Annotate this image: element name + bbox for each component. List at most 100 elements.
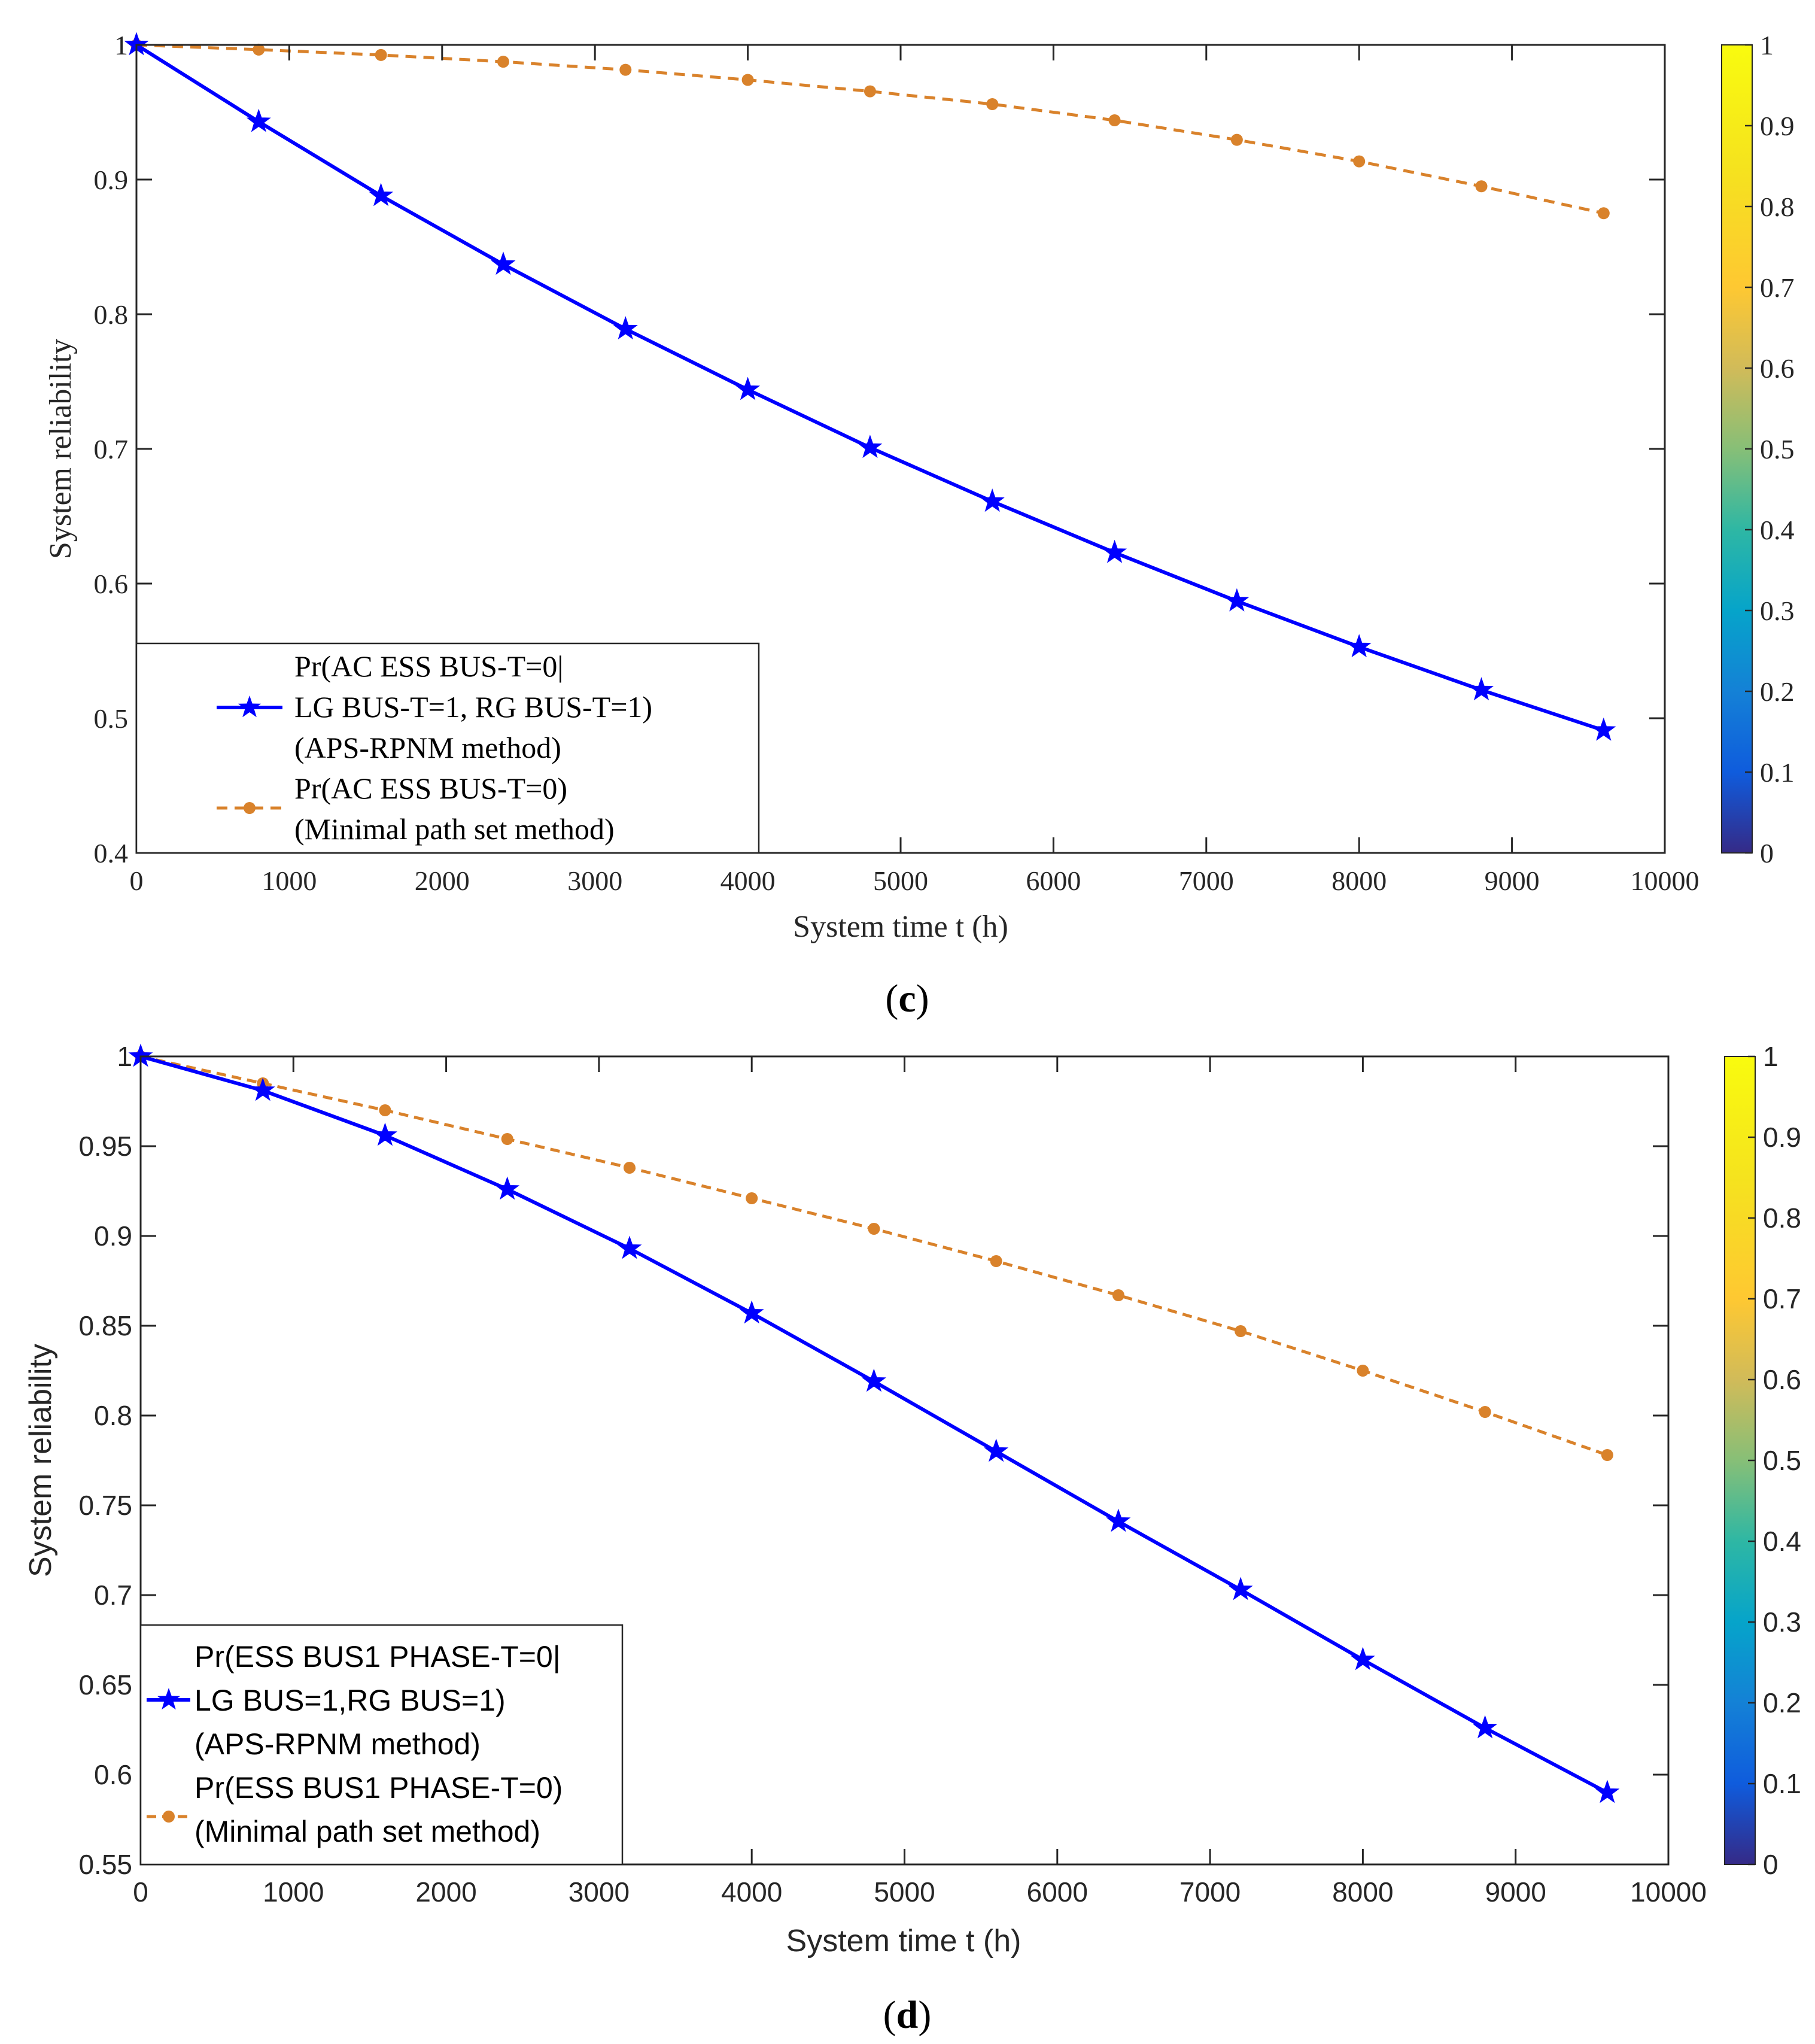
panel-c-colorbar-tick-label: 0.5 xyxy=(1760,434,1795,464)
panel-d-colorbar-tick-label: 0.5 xyxy=(1763,1445,1801,1476)
panel-d-point-minimal-path xyxy=(1112,1289,1124,1301)
panel-c-x-tick-label: 7000 xyxy=(1179,865,1234,896)
panel-d-y-tick-label: 0.55 xyxy=(78,1849,132,1880)
panel-d-point-minimal-path xyxy=(623,1162,636,1174)
panel-c-colorbar-tick-label: 0.2 xyxy=(1760,676,1795,707)
panel-c-y-tick-label: 0.6 xyxy=(94,569,129,599)
panel-d-x-tick-label: 8000 xyxy=(1332,1876,1393,1908)
panel-d-colorbar: 0 0.1 0.2 0.3 0.4 0.5 0.6 0.7 0.8 0.9 1 xyxy=(1724,1041,1801,1880)
panel-c-point-aps-rpnm xyxy=(613,316,638,340)
panel-c-colorbar-tick-label: 0.8 xyxy=(1760,192,1795,222)
panel-c-point-aps-rpnm xyxy=(1346,634,1372,658)
panel-d-point-minimal-path xyxy=(746,1192,758,1204)
panel-d-y-tick-label: 0.75 xyxy=(78,1490,132,1521)
panel-c-y-tick-label: 0.7 xyxy=(94,434,129,464)
panel-c-point-minimal-path xyxy=(619,63,632,76)
panel-d-point-minimal-path xyxy=(501,1133,513,1145)
panel-d-point-aps-rpnm xyxy=(250,1077,275,1101)
panel-c-point-minimal-path xyxy=(741,74,754,86)
panel-d-y-tick-label: 0.85 xyxy=(78,1310,132,1341)
panel-c-legend-aps-line-2: LG BUS-T=1, RG BUS-T=1) xyxy=(294,690,652,724)
panel-c-x-tick-label: 9000 xyxy=(1485,865,1540,896)
panel-c-point-aps-rpnm xyxy=(1591,717,1616,741)
panel-d-colorbar-tick-label: 0.1 xyxy=(1763,1768,1801,1799)
panel-c-colorbar-tick-label: 0.9 xyxy=(1760,111,1795,141)
panel-c-point-aps-rpnm xyxy=(369,183,394,206)
panel-d-x-tick-label: 9000 xyxy=(1485,1876,1546,1908)
panel-c-point-aps-rpnm xyxy=(980,488,1005,512)
panel-d-colorbar-tick-label: 0.7 xyxy=(1763,1283,1801,1314)
panel-c-colorbar-ticks: 0 0.1 0.2 0.3 0.4 0.5 0.6 0.7 0.8 0.9 1 xyxy=(1745,30,1795,868)
panel-c-legend-aps-line-1: Pr(AC ESS BUS-T=0| xyxy=(294,649,563,683)
panel-d-y-ticks: 0.55 0.6 0.65 0.7 0.75 0.8 0.85 0.9 0.95 1 xyxy=(78,1041,1668,1880)
panel-c-point-aps-rpnm xyxy=(246,108,271,132)
panel-c-x-tick-label: 6000 xyxy=(1026,865,1081,896)
panel-d-colorbar-ticks: 0 0.1 0.2 0.3 0.4 0.5 0.6 0.7 0.8 0.9 1 xyxy=(1748,1041,1801,1880)
panel-d-y-tick-label: 0.65 xyxy=(78,1669,132,1700)
panel-c-point-minimal-path xyxy=(375,48,387,61)
panel-d-y-tick-label: 0.9 xyxy=(94,1220,132,1252)
panel-d-x-tick-label: 1000 xyxy=(263,1876,324,1908)
panel-d-point-minimal-path xyxy=(1479,1406,1491,1418)
panel-d-point-aps-rpnm xyxy=(1228,1577,1253,1600)
panel-c-series-line-minimal-path xyxy=(136,43,1604,215)
panel-c-point-aps-rpnm xyxy=(491,251,516,275)
panel-d-legend-mps-line-1: Pr(ESS BUS1 PHASE-T=0) xyxy=(194,1771,563,1805)
panel-d-point-minimal-path xyxy=(1601,1449,1613,1461)
panel-d-x-ticks: 0 1000 2000 3000 4000 5000 6000 7000 8000 9000 100… xyxy=(133,1056,1707,1908)
panel-d-caption: (d) xyxy=(883,1993,932,2037)
panel-d-point-minimal-path xyxy=(868,1223,880,1235)
panel-c-x-tick-label: 3000 xyxy=(567,865,622,896)
panel-c-y-tick-label: 0.5 xyxy=(94,703,129,734)
panel-d-legend-box xyxy=(139,1624,624,1866)
panel-c-x-axis-label: System time t (h) xyxy=(793,910,1008,944)
panel-c-caption: (c) xyxy=(885,977,929,1021)
panel-c-point-minimal-path xyxy=(864,85,876,98)
panel-c-x-tick-label: 4000 xyxy=(720,865,776,896)
panel-d-point-aps-rpnm xyxy=(495,1176,520,1200)
panel-d-legend-star xyxy=(157,1688,180,1710)
panel-d-point-aps-rpnm xyxy=(1350,1647,1375,1671)
panel-c-x-tick-label: 8000 xyxy=(1331,865,1387,896)
panel-c-legend-mps-line-2: (Minimal path set method) xyxy=(294,812,615,846)
panel-c-colorbar-tick-label: 1 xyxy=(1760,30,1774,60)
panel-c-legend: Pr(AC ESS BUS-T=0| LG BUS-T=1, RG BUS-T=… xyxy=(135,642,760,854)
panel-c-x-tick-label: 1000 xyxy=(262,865,317,896)
panel-c-y-axis-label: System reliability xyxy=(44,339,78,559)
panel-c-colorbar-tick-label: 0.7 xyxy=(1760,272,1795,303)
panel-d-y-tick-label: 0.8 xyxy=(94,1400,132,1431)
panel-c-x-tick-label: 10000 xyxy=(1631,865,1700,896)
panel-c-series-line-aps-rpnm xyxy=(135,43,1604,733)
panel-d-legend-star-marker xyxy=(157,1688,180,1710)
panel-d-point-aps-rpnm xyxy=(984,1438,1009,1462)
panel-d-y-tick-label: 0.7 xyxy=(94,1580,132,1611)
panel-d-x-tick-label: 7000 xyxy=(1179,1876,1241,1908)
panel-c-colorbar: 0 0.1 0.2 0.3 0.4 0.5 0.6 0.7 0.8 0.9 1 xyxy=(1721,30,1795,868)
panel-d-x-tick-label: 5000 xyxy=(874,1876,935,1908)
panel-d-point-minimal-path xyxy=(379,1104,391,1116)
panel-d-legend-aps-line-3: (APS-RPNM method) xyxy=(194,1727,481,1761)
panel-d-x-tick-label: 3000 xyxy=(568,1876,630,1908)
panel-d-legend-circle-marker xyxy=(163,1811,175,1823)
panel-c-y-ticks: 0.4 0.5 0.6 0.7 0.8 0.9 1 xyxy=(94,30,1665,868)
panel-c-point-minimal-path xyxy=(253,43,265,56)
panel-c-point-aps-rpnm xyxy=(735,376,761,400)
panel-d-colorbar-tick-label: 1 xyxy=(1763,1041,1778,1072)
panel-d-colorbar-tick-label: 0.8 xyxy=(1763,1202,1801,1234)
panel-c-caption-letter: c xyxy=(898,977,916,1021)
panel-d-point-minimal-path xyxy=(1235,1325,1247,1337)
panel-d-chart: 0 1000 2000 3000 4000 5000 6000 7000 8000 9000 100… xyxy=(23,1041,1801,2037)
panel-c-chart: 0 1000 2000 3000 4000 5000 6000 7000 8000 9000 100… xyxy=(44,30,1795,1021)
panel-d-x-axis-label: System time t (h) xyxy=(786,1924,1021,1958)
panel-c-data-layer xyxy=(124,32,1616,741)
panel-c-legend-star-marker xyxy=(238,695,261,718)
panel-c-point-minimal-path xyxy=(1597,207,1610,220)
panel-d-y-axis-label: System reliability xyxy=(23,1344,58,1577)
panel-c-point-minimal-path xyxy=(1108,114,1121,126)
panel-d-point-aps-rpnm xyxy=(1595,1779,1620,1803)
panel-c-legend-circle-marker xyxy=(244,802,256,814)
panel-d-legend-aps-line-1: Pr(ESS BUS1 PHASE-T=0| xyxy=(194,1640,561,1674)
panel-c-legend-star xyxy=(238,695,261,718)
panel-c-point-aps-rpnm xyxy=(1469,677,1494,701)
panel-c-point-minimal-path xyxy=(1475,180,1488,193)
